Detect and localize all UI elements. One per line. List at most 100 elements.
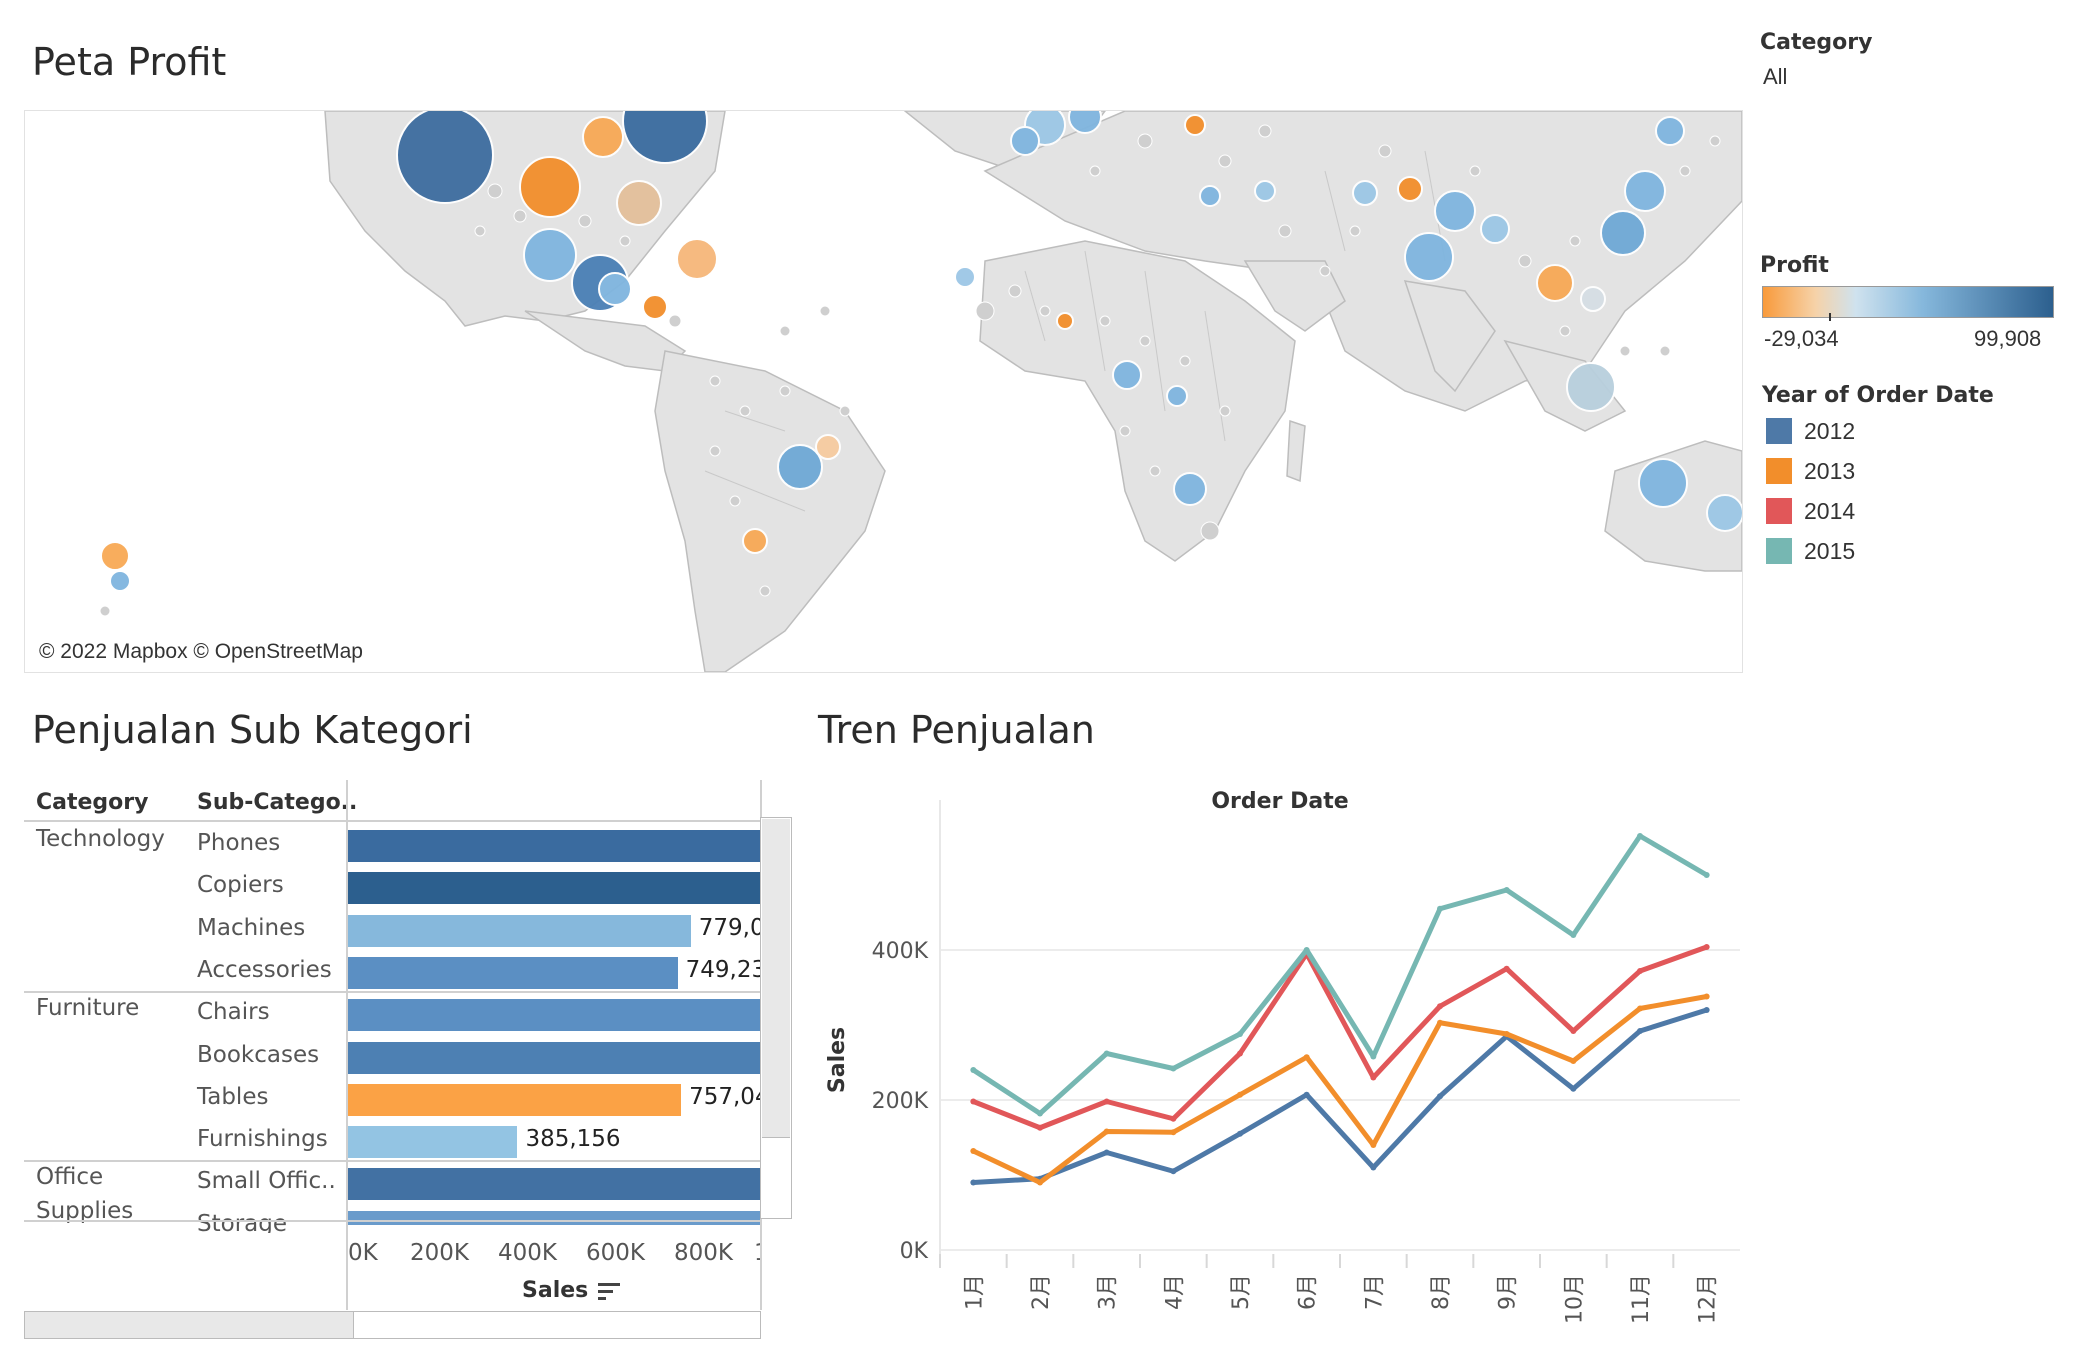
point-2013-12[interactable] [1703,993,1710,1000]
col-header-category[interactable]: Category [36,790,149,815]
point-2014-3[interactable] [1103,1098,1110,1105]
bar-value-label: 385,156 [525,1126,621,1153]
point-2012-1[interactable] [970,1179,977,1186]
subcategory-label[interactable]: Furnishings [197,1126,328,1153]
bar-machines[interactable] [348,914,691,947]
subcategory-label[interactable]: Accessories [197,956,332,983]
bar-phones[interactable] [348,830,760,862]
point-2014-10[interactable] [1570,1028,1577,1034]
bubble-germany [1068,111,1102,134]
point-2015-5[interactable] [1237,1031,1243,1037]
point-2013-11[interactable] [1637,1005,1643,1012]
point-2013-3[interactable] [1103,1128,1110,1135]
vertical-scrollbar[interactable] [760,817,792,1219]
col-header-subcategory[interactable]: Sub-Catego.. [197,790,358,815]
point-2012-10[interactable] [1570,1085,1577,1092]
point-2012-6[interactable] [1303,1091,1310,1098]
point-2012-7[interactable] [1370,1164,1377,1171]
vertical-scrollbar-thumb[interactable] [762,819,790,1138]
bar-storage[interactable] [348,1210,760,1225]
point-2013-2[interactable] [1037,1179,1043,1186]
subcategory-label[interactable]: Tables [197,1083,269,1110]
subcategory-label[interactable]: Small Offic.. [197,1168,336,1195]
bar-small-offic-[interactable] [348,1168,760,1201]
point-2014-12[interactable] [1703,944,1710,950]
point-2015-7[interactable] [1370,1053,1377,1060]
point-2015-9[interactable] [1503,887,1510,893]
sales-trend-chart[interactable]: Order Date 0K 200K 400K Sales 1月 2月 3月 4月 5月 6月 7月 8… [800,780,1760,1340]
profit-bubbles [100,111,1742,592]
europe-asia-land [983,111,1742,412]
year-swatch-2013[interactable] [1766,458,1792,484]
point-2012-11[interactable] [1637,1028,1643,1034]
subcategory-label[interactable]: Bookcases [197,1041,320,1068]
table-bottom-border [24,1220,760,1222]
bubble-australia [1638,458,1688,508]
bar-copiers[interactable] [348,872,760,905]
bar-chairs[interactable] [348,999,760,1032]
point-2015-4[interactable] [1170,1065,1177,1072]
bar-furnishings[interactable] [348,1126,518,1159]
point-2015-2[interactable] [1037,1110,1043,1117]
point-2015-10[interactable] [1570,932,1577,938]
point-2015-6[interactable] [1303,947,1310,953]
category-filter-value[interactable]: All [1763,64,1788,89]
sort-icon[interactable] [598,1283,620,1300]
point-2014-9[interactable] [1503,965,1510,972]
point-2012-4[interactable] [1170,1168,1177,1175]
subcategory-label[interactable]: Machines [197,914,306,941]
category-filter-label: Category [1760,30,1873,55]
bar-accessories[interactable] [348,956,678,989]
bubble-south-africa [1173,472,1207,506]
bar-tables[interactable] [348,1083,682,1116]
horizontal-scrollbar[interactable] [24,1311,761,1339]
series-line-2012[interactable] [970,1007,1710,1185]
bar-bookcases[interactable] [348,1041,760,1074]
point-2013-8[interactable] [1437,1019,1443,1026]
point-2012-12[interactable] [1703,1007,1710,1013]
point-2013-7[interactable] [1370,1142,1377,1148]
point-2012-5[interactable] [1237,1130,1243,1137]
header-divider [24,820,760,822]
bubble-nz [100,541,130,571]
bubble-mexico [523,228,577,282]
bar-x-axis-label[interactable]: Sales [522,1278,589,1303]
point-2014-8[interactable] [1437,1003,1443,1010]
horizontal-scrollbar-thumb[interactable] [25,1312,354,1338]
subcategory-label[interactable]: Chairs [197,999,270,1026]
category-label[interactable]: Technology [36,826,165,852]
point-2013-4[interactable] [1170,1129,1177,1136]
point-2012-3[interactable] [1103,1149,1110,1156]
category-label[interactable]: Office [36,1164,104,1191]
point-2013-6[interactable] [1303,1054,1310,1061]
series-line-2015[interactable] [970,833,1710,1116]
point-2014-5[interactable] [1237,1050,1243,1057]
series-line-2013[interactable] [970,994,1710,1185]
point-2014-1[interactable] [970,1098,977,1105]
subcategory-label[interactable]: Phones [197,830,281,856]
point-2013-1[interactable] [970,1148,977,1154]
point-2015-1[interactable] [970,1067,977,1073]
series-line-2014[interactable] [970,944,1710,1131]
point-2015-3[interactable] [1103,1050,1110,1057]
point-2015-11[interactable] [1637,833,1643,839]
point-2014-7[interactable] [1370,1074,1377,1081]
profit-min-label: -29,034 [1764,326,1839,351]
point-2013-5[interactable] [1237,1091,1243,1098]
subcategory-label[interactable]: Copiers [197,872,284,899]
point-2013-10[interactable] [1570,1058,1577,1064]
point-2014-2[interactable] [1037,1124,1043,1131]
year-swatch-2014[interactable] [1766,498,1792,524]
year-swatch-2015[interactable] [1766,538,1792,564]
point-2014-11[interactable] [1637,968,1643,974]
point-2014-4[interactable] [1170,1115,1177,1122]
bar-x-tick: 800K [674,1240,733,1266]
point-2015-8[interactable] [1437,905,1443,912]
point-2013-9[interactable] [1503,1031,1510,1037]
point-2015-12[interactable] [1703,872,1710,878]
year-swatch-2012[interactable] [1766,418,1792,444]
point-2012-8[interactable] [1437,1093,1443,1100]
profit-map[interactable]: © 2022 Mapbox © OpenStreetMap [24,110,1743,673]
map-credit[interactable]: © 2022 Mapbox © OpenStreetMap [39,640,363,663]
category-label[interactable]: Furniture [36,995,140,1022]
